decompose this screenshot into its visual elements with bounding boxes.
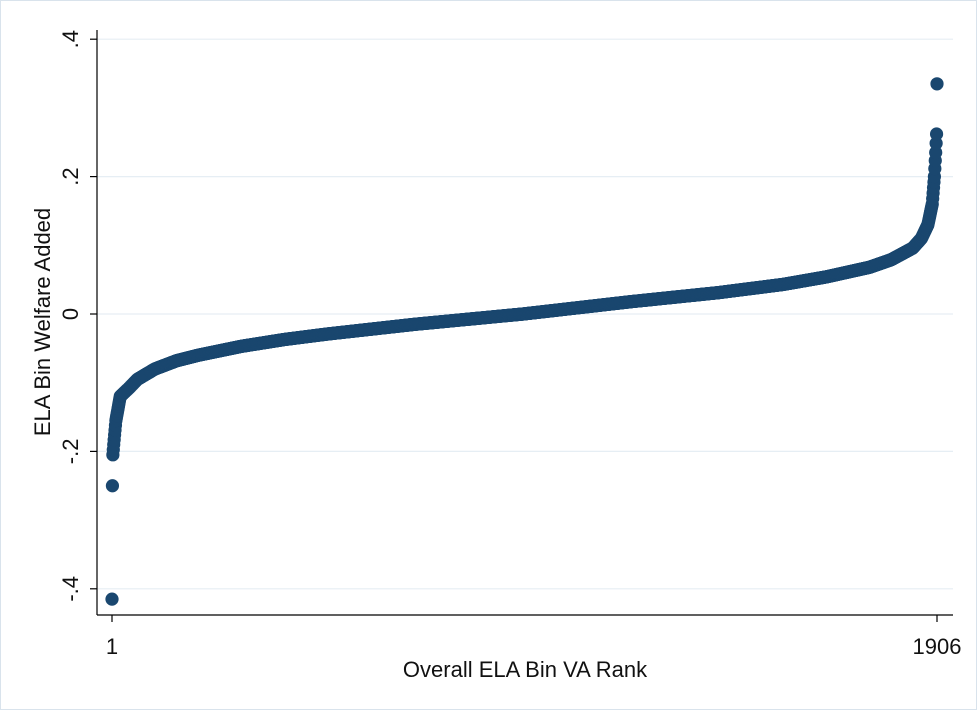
data-point xyxy=(929,127,944,141)
y-tick-label: .4 xyxy=(58,30,83,48)
x-tick-label: 1906 xyxy=(913,634,962,659)
y-tick-label: 0 xyxy=(58,308,83,320)
x-axis-title: Overall ELA Bin VA Rank xyxy=(403,657,648,682)
data-point xyxy=(930,77,944,91)
data-points xyxy=(105,77,944,606)
data-point xyxy=(105,592,119,606)
x-tick-label: 1 xyxy=(106,634,118,659)
data-point xyxy=(929,136,943,150)
y-tick-label: -.2 xyxy=(58,439,83,465)
data-point xyxy=(929,145,943,160)
data-point xyxy=(105,479,120,493)
y-tick-label: .2 xyxy=(58,167,83,185)
axes xyxy=(96,30,953,616)
y-tick-label: -.4 xyxy=(58,576,83,602)
y-axis-title: ELA Bin Welfare Added xyxy=(30,208,55,436)
ticks: -.4 -.2 0 .2 .4 1 1906 xyxy=(58,30,961,659)
